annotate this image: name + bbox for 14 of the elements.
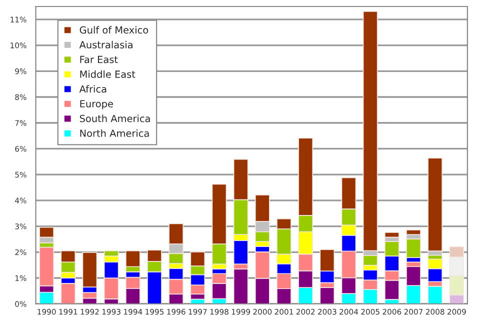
legend-label: Gulf of Mexico [80, 26, 148, 34]
bar [384, 232, 400, 238]
bar [320, 287, 335, 304]
bar [428, 158, 443, 252]
bar [428, 286, 443, 304]
legend-label: Far East [80, 56, 118, 64]
legend-label: Africa [79, 85, 106, 93]
bar [233, 268, 248, 304]
legend-label: Australasia [79, 40, 132, 48]
legend-label: Europe [80, 100, 113, 110]
legend-label: North America [80, 129, 149, 137]
legend-label: Middle East [80, 70, 136, 78]
bar [406, 238, 421, 258]
legend-label: South America [80, 114, 150, 122]
